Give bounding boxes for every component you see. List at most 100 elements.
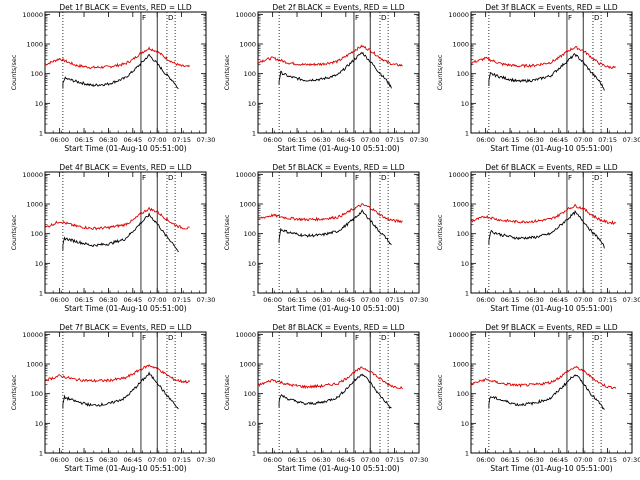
y-axis-label: Counts/sec bbox=[10, 214, 18, 250]
marker-label: D bbox=[594, 334, 599, 342]
x-tick-label: 07:30 bbox=[197, 456, 216, 464]
y-axis-label: Counts/sec bbox=[10, 54, 18, 90]
x-tick-label: 06:15 bbox=[288, 136, 307, 144]
y-tick-label: 1 bbox=[465, 450, 469, 458]
detector-panel-1: Det 1f BLACK = Events, RED = LLD Start Ti… bbox=[10, 3, 215, 153]
panel-title: Det 7f BLACK = Events, RED = LLD bbox=[59, 323, 192, 332]
x-tick-label: 07:15 bbox=[385, 296, 404, 304]
x-tick-label: 07:15 bbox=[598, 296, 617, 304]
x-axis-label: Start Time (01-Aug-10 05:51:00) bbox=[277, 144, 399, 153]
events-series bbox=[62, 212, 179, 253]
y-tick-label: 1 bbox=[39, 450, 43, 458]
marker-label: D bbox=[381, 334, 386, 342]
x-tick-label: 07:30 bbox=[623, 296, 640, 304]
detector-panel-3: Det 3f BLACK = Events, RED = LLD Start Ti… bbox=[436, 3, 640, 153]
y-tick-label: 10 bbox=[248, 100, 256, 108]
y-tick-label: 100 bbox=[457, 390, 469, 398]
events-series bbox=[278, 373, 392, 409]
y-tick-label: 1 bbox=[39, 290, 43, 298]
y-tick-label: 1000 bbox=[26, 201, 43, 209]
x-tick-label: 06:15 bbox=[288, 296, 307, 304]
x-tick-label: 06:00 bbox=[476, 136, 495, 144]
x-tick-label: 06:30 bbox=[312, 136, 331, 144]
lld-series bbox=[257, 203, 403, 224]
x-tick-label: 06:30 bbox=[312, 456, 331, 464]
x-axis-label: Start Time (01-Aug-10 05:51:00) bbox=[490, 464, 612, 473]
y-tick-label: 1000 bbox=[452, 201, 469, 209]
events-series bbox=[488, 374, 605, 410]
plot-frame bbox=[44, 331, 207, 454]
x-tick-label: 07:15 bbox=[172, 136, 191, 144]
x-tick-label: 06:30 bbox=[525, 456, 544, 464]
y-axis-label: Counts/sec bbox=[436, 374, 444, 410]
x-tick-label: 06:00 bbox=[263, 456, 282, 464]
x-tick-label: 07:00 bbox=[361, 456, 380, 464]
x-axis-label: Start Time (01-Aug-10 05:51:00) bbox=[277, 464, 399, 473]
events-series bbox=[62, 371, 179, 410]
x-tick-label: 07:00 bbox=[574, 456, 593, 464]
x-tick-label: 06:00 bbox=[263, 136, 282, 144]
y-tick-label: 1000 bbox=[26, 361, 43, 369]
x-tick-label: 06:15 bbox=[501, 456, 520, 464]
lld-series bbox=[257, 44, 403, 67]
panel-title: Det 3f BLACK = Events, RED = LLD bbox=[485, 3, 618, 12]
x-tick-label: 07:30 bbox=[410, 456, 429, 464]
y-tick-label: 100 bbox=[31, 230, 43, 238]
x-tick-label: 06:45 bbox=[123, 136, 142, 144]
y-tick-label: 10000 bbox=[235, 331, 256, 339]
y-tick-label: 1 bbox=[252, 130, 256, 138]
marker-label: D bbox=[594, 174, 599, 182]
x-tick-label: 06:45 bbox=[123, 296, 142, 304]
panel-title: Det 9f BLACK = Events, RED = LLD bbox=[485, 323, 618, 332]
marker-label: D bbox=[168, 334, 173, 342]
x-tick-label: 06:45 bbox=[549, 136, 568, 144]
y-tick-label: 1 bbox=[252, 450, 256, 458]
lld-series bbox=[470, 203, 617, 225]
y-tick-label: 1 bbox=[465, 130, 469, 138]
x-tick-label: 07:15 bbox=[598, 456, 617, 464]
x-tick-label: 07:15 bbox=[385, 136, 404, 144]
x-tick-label: 06:15 bbox=[501, 136, 520, 144]
x-tick-label: 07:30 bbox=[197, 296, 216, 304]
marker-label: D bbox=[381, 14, 386, 22]
x-tick-label: 06:30 bbox=[525, 296, 544, 304]
x-tick-label: 07:15 bbox=[385, 456, 404, 464]
y-tick-label: 10 bbox=[35, 100, 43, 108]
x-tick-label: 06:45 bbox=[549, 296, 568, 304]
lld-series bbox=[44, 46, 191, 70]
x-tick-label: 06:45 bbox=[336, 136, 355, 144]
events-series bbox=[62, 53, 179, 90]
plot-frame bbox=[470, 171, 633, 294]
x-tick-label: 06:15 bbox=[501, 296, 520, 304]
detector-panel-9: Det 9f BLACK = Events, RED = LLD Start Ti… bbox=[436, 323, 640, 473]
lld-series bbox=[44, 206, 190, 231]
x-axis-label: Start Time (01-Aug-10 05:51:00) bbox=[490, 144, 612, 153]
x-tick-label: 06:30 bbox=[99, 136, 118, 144]
plot-frame bbox=[257, 11, 420, 134]
marker-label: D bbox=[381, 174, 386, 182]
panel-title: Det 6f BLACK = Events, RED = LLD bbox=[485, 163, 618, 172]
detector-panel-2: Det 2f BLACK = Events, RED = LLD Start Ti… bbox=[223, 3, 428, 153]
y-tick-label: 10000 bbox=[235, 11, 256, 19]
y-tick-label: 1000 bbox=[239, 361, 256, 369]
x-tick-label: 07:30 bbox=[197, 136, 216, 144]
x-tick-label: 06:30 bbox=[99, 456, 118, 464]
detector-panel-7: Det 7f BLACK = Events, RED = LLD Start Ti… bbox=[10, 323, 215, 473]
x-tick-label: 06:15 bbox=[75, 456, 94, 464]
y-tick-label: 1000 bbox=[26, 41, 43, 49]
x-tick-label: 07:00 bbox=[148, 456, 167, 464]
x-tick-label: 06:15 bbox=[75, 296, 94, 304]
y-tick-label: 100 bbox=[244, 230, 256, 238]
plot-frame bbox=[470, 11, 633, 134]
x-tick-label: 07:00 bbox=[361, 296, 380, 304]
x-tick-label: 06:15 bbox=[288, 456, 307, 464]
x-tick-label: 06:00 bbox=[50, 456, 69, 464]
y-tick-label: 1 bbox=[39, 130, 43, 138]
panel-title: Det 1f BLACK = Events, RED = LLD bbox=[59, 3, 192, 12]
x-tick-label: 06:00 bbox=[476, 456, 495, 464]
y-tick-label: 100 bbox=[244, 390, 256, 398]
lld-series bbox=[470, 365, 617, 390]
x-tick-label: 06:45 bbox=[336, 296, 355, 304]
y-axis-label: Counts/sec bbox=[223, 374, 231, 410]
